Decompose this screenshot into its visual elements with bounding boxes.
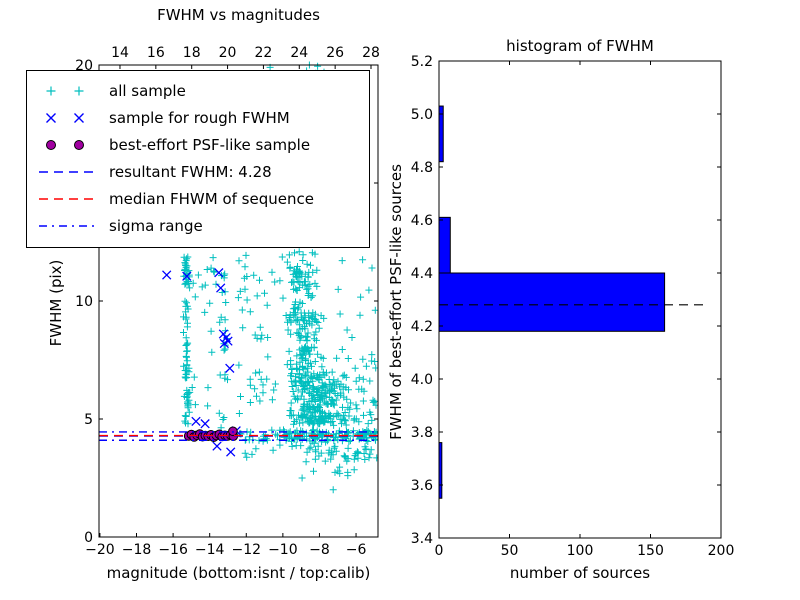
legend-item-all-sample: all sample xyxy=(27,77,369,104)
tick-label: 10 xyxy=(75,294,93,310)
left-plot-xlabel: magnitude (bottom:isnt / top:calib) xyxy=(106,564,371,582)
legend-label: sigma range xyxy=(109,216,203,235)
dashed-line-icon xyxy=(39,197,95,200)
tick-label: 26 xyxy=(326,45,344,61)
tick-label: −12 xyxy=(232,542,262,558)
tick-label: 18 xyxy=(183,45,201,61)
tick-label: 28 xyxy=(362,45,380,61)
legend-label: all sample xyxy=(109,81,186,100)
scatter-layer xyxy=(99,61,378,494)
legend-item-sigma-range: sigma range xyxy=(27,212,369,239)
dashed-line-icon xyxy=(39,170,95,173)
tick-label: −20 xyxy=(85,542,115,558)
tick-label: 24 xyxy=(290,45,308,61)
tick-label: 4.6 xyxy=(411,213,433,229)
tick-label: 100 xyxy=(567,543,594,559)
tick-label: 0 xyxy=(84,530,93,546)
tick-label: 5 xyxy=(84,412,93,428)
tick-label: 22 xyxy=(255,45,273,61)
legend-label: resultant FWHM: 4.28 xyxy=(109,162,272,181)
tick-label: 4.8 xyxy=(411,160,433,176)
legend-item-resultant-fwhm: resultant FWHM: 4.28 xyxy=(27,158,369,185)
tick-label: −16 xyxy=(158,542,188,558)
legend-label: best-effort PSF-like sample xyxy=(109,135,311,154)
right-plot-xlabel: number of sources xyxy=(509,564,651,582)
tick-label: 4.0 xyxy=(411,372,433,388)
tick-label: 4.2 xyxy=(411,319,433,335)
tick-label: 150 xyxy=(637,543,664,559)
tick-label: −18 xyxy=(122,542,152,558)
tick-label: 3.6 xyxy=(411,478,433,494)
tick-label: 50 xyxy=(501,543,519,559)
circle-marker-icon xyxy=(46,139,84,150)
right-plot-title: histogram of FWHM xyxy=(506,37,654,55)
tick-label: 0 xyxy=(435,543,444,559)
hist-bar xyxy=(438,216,451,274)
tick-label: 14 xyxy=(111,45,129,61)
legend-item-median-fwhm: median FHWM of sequence xyxy=(27,185,369,212)
plus-marker-icon xyxy=(46,86,84,95)
tick-label: −14 xyxy=(195,542,225,558)
legend-label: sample for rough FWHM xyxy=(109,108,290,127)
tick-label: 200 xyxy=(708,543,735,559)
left-plot-title: FWHM vs magnitudes xyxy=(157,6,320,24)
legend-label: median FHWM of sequence xyxy=(109,189,314,208)
tick-label: 3.4 xyxy=(411,531,433,547)
legend-item-psf-sample: best-effort PSF-like sample xyxy=(27,131,369,158)
tick-label: 16 xyxy=(147,45,165,61)
tick-label: 3.8 xyxy=(411,425,433,441)
dashdot-line-icon xyxy=(39,224,95,227)
right-plot-ylabel: FWHM of best-effort PSF-like sources xyxy=(387,164,405,440)
tick-label: −6 xyxy=(346,542,367,558)
legend: all sample sample for rough FWHM best-ef… xyxy=(26,70,370,248)
tick-label: 5.2 xyxy=(411,54,433,70)
tick-label: 5.0 xyxy=(411,107,433,123)
hist-bar xyxy=(438,272,666,332)
tick-label: 20 xyxy=(219,45,237,61)
tick-label: 4.4 xyxy=(411,266,433,282)
tick-label: −8 xyxy=(309,542,330,558)
cross-marker-icon xyxy=(46,112,84,123)
tick-label: −10 xyxy=(268,542,298,558)
legend-item-rough-fwhm: sample for rough FWHM xyxy=(27,104,369,131)
